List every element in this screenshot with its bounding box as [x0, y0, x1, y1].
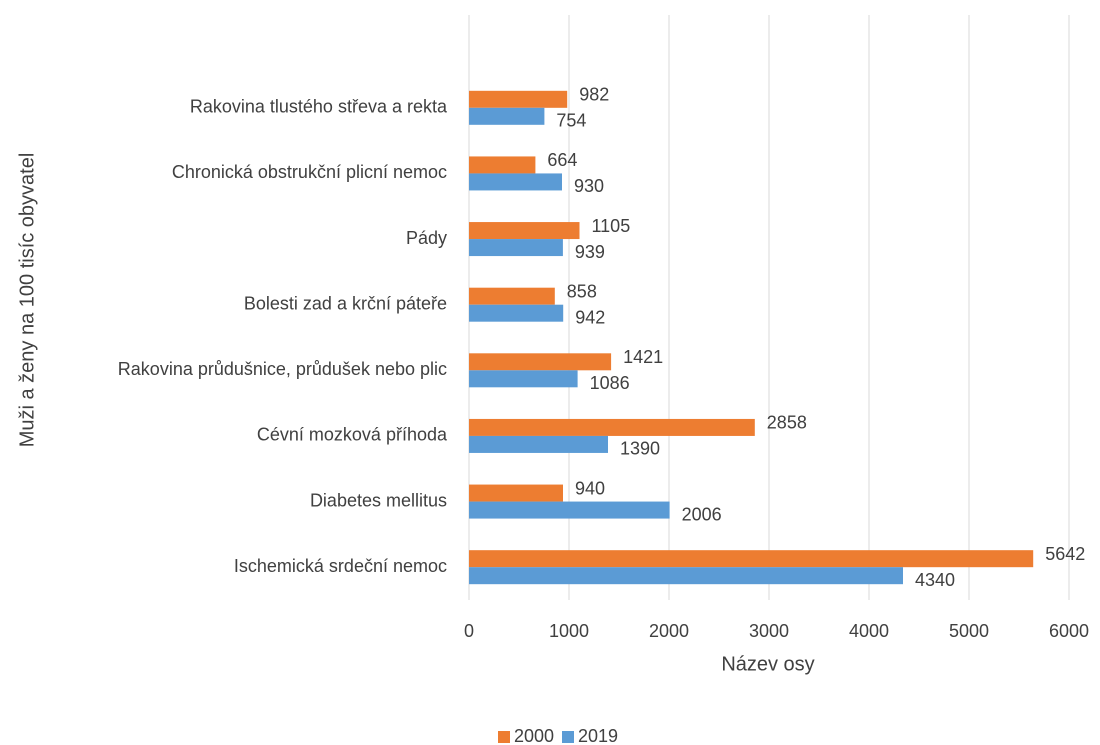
- x-tick-label: 4000: [849, 621, 889, 641]
- x-tick-label: 0: [464, 621, 474, 641]
- y-tick-label: Ischemická srdeční nemoc: [234, 556, 447, 576]
- bar: [469, 353, 612, 371]
- data-label: 5642: [1045, 544, 1085, 564]
- data-label: 930: [574, 176, 604, 196]
- bar: [469, 173, 562, 191]
- legend-label: 2000: [514, 726, 554, 745]
- y-tick-label: Rakovina průdušnice, průdušek nebo plic: [118, 359, 447, 379]
- data-label: 1105: [592, 216, 631, 236]
- y-axis-label: Muži a ženy na 100 tisíc obyvatel: [16, 153, 38, 448]
- data-label: 942: [575, 307, 605, 327]
- y-tick-label: Cévní mozková příhoda: [257, 425, 448, 445]
- y-tick-label: Rakovina tlustého střeva a rekta: [190, 97, 448, 117]
- y-tick-label: Diabetes mellitus: [310, 490, 447, 510]
- bar: [469, 156, 536, 174]
- bar: [469, 484, 563, 502]
- x-tick-label: 6000: [1049, 621, 1089, 641]
- data-label: 982: [579, 85, 609, 105]
- data-label: 939: [575, 242, 605, 262]
- data-label: 1086: [590, 373, 630, 393]
- bar: [469, 370, 578, 388]
- legend-swatch: [562, 731, 574, 743]
- bar: [469, 567, 903, 585]
- data-label: 1421: [623, 347, 663, 367]
- y-tick-label: Chronická obstrukční plicní nemoc: [172, 162, 447, 182]
- legend-swatch: [498, 731, 510, 743]
- x-tick-label: 3000: [749, 621, 789, 641]
- bar: [469, 287, 555, 305]
- legend-label: 2019: [578, 726, 618, 745]
- data-label: 2858: [767, 413, 807, 433]
- bar: [469, 501, 670, 519]
- data-label: 664: [547, 150, 577, 170]
- data-label: 940: [575, 478, 605, 498]
- bar: [469, 239, 563, 257]
- x-tick-label: 2000: [649, 621, 689, 641]
- bar: [469, 550, 1034, 568]
- data-label: 2006: [682, 504, 722, 524]
- data-label: 1390: [620, 439, 660, 459]
- bar: [469, 418, 755, 436]
- bar: [469, 304, 564, 322]
- bar: [469, 90, 568, 108]
- x-tick-label: 5000: [949, 621, 989, 641]
- bar: [469, 435, 608, 453]
- bar: [469, 107, 545, 125]
- data-label: 754: [556, 111, 586, 131]
- data-label: 4340: [915, 570, 955, 590]
- y-tick-label: Pády: [406, 228, 447, 248]
- bar: [469, 222, 580, 240]
- x-axis-label: Název osy: [721, 653, 814, 675]
- y-tick-label: Bolesti zad a krční páteře: [244, 293, 447, 313]
- data-label: 858: [567, 281, 597, 301]
- x-tick-label: 1000: [549, 621, 589, 641]
